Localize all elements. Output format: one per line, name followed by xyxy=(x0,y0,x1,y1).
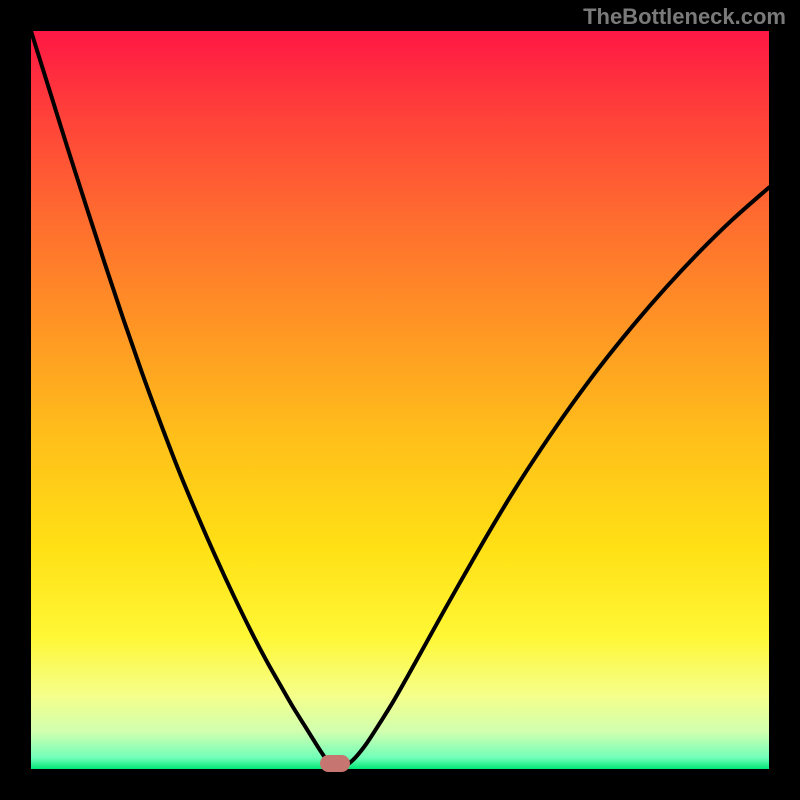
plot-area xyxy=(31,31,769,769)
watermark-text: TheBottleneck.com xyxy=(583,4,786,30)
bottleneck-curve xyxy=(31,31,769,769)
chart-container: TheBottleneck.com xyxy=(0,0,800,800)
optimum-marker xyxy=(320,755,350,772)
